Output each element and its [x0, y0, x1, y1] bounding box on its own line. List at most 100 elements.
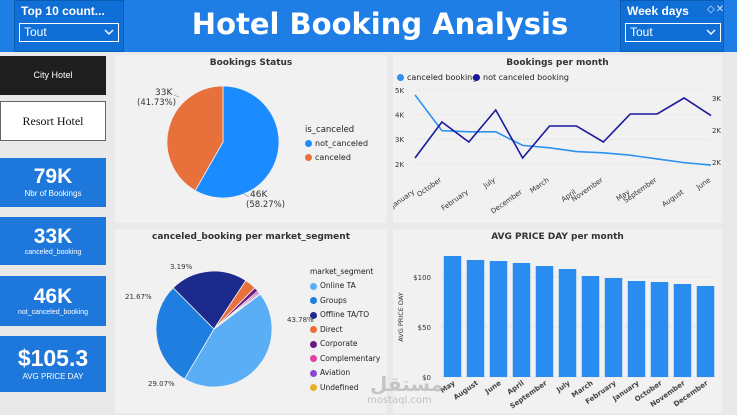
panel-title: Bookings per month: [506, 58, 609, 68]
x-tick-label: January: [393, 188, 416, 210]
y-axis-label: AVG PRICE DAY: [397, 292, 405, 341]
x-tick-label: August: [661, 188, 686, 209]
city-hotel-button[interactable]: City Hotel: [0, 56, 106, 95]
y2-tick-label: 2K: [712, 127, 721, 135]
leader-line: [243, 193, 250, 198]
bar: [673, 284, 692, 377]
pie-slice: [194, 85, 280, 199]
legend-item-canceled: canceled: [305, 153, 351, 162]
country-slicer-value: Tout: [24, 25, 47, 39]
pie-slice: [155, 287, 215, 380]
leader-line: [173, 94, 180, 98]
resort-hotel-button[interactable]: Resort Hotel: [0, 101, 106, 141]
x-tick-label: June: [483, 379, 503, 396]
legend-item-canceled-booking: canceled booking: [397, 73, 477, 82]
avg-price-panel: AVG PRICE DAY per month $100 $50 $0 AVG PRI…: [393, 229, 722, 413]
bar: [696, 286, 715, 377]
kpi-label: canceled_booking: [24, 249, 82, 256]
data-label: 43.78%: [287, 316, 314, 324]
data-label: (58.27%): [246, 200, 285, 210]
legend-swatch: [310, 369, 317, 377]
y-tick-label: $50: [418, 324, 431, 332]
legend-label: Aviation: [320, 368, 351, 377]
y2-tick-label: 3K: [712, 95, 721, 103]
data-label: 21.67%: [125, 293, 152, 301]
pie-slice: [183, 293, 273, 388]
watermark-text: mostaql.com: [367, 395, 432, 406]
x-tick-label: August: [452, 379, 480, 402]
legend-swatch: [310, 340, 317, 348]
legend-item: Corporate: [310, 339, 358, 348]
pie-slice: [213, 292, 261, 330]
legend-label: Complementary: [320, 353, 381, 363]
data-label: 46K: [250, 190, 268, 200]
legend-item: Offline TA/TO: [310, 310, 369, 319]
bar: [650, 282, 669, 377]
page-title: Hotel Booking Analysis: [191, 7, 569, 41]
legend-label: Direct: [320, 324, 343, 334]
x-tick-label: March: [529, 176, 551, 195]
kpi-value: 33K: [33, 225, 73, 248]
country-slicer-label: Top 10 count...: [21, 4, 105, 18]
legend-item: Online TA: [310, 281, 356, 290]
legend-item-not-canceled-booking: not canceled booking: [473, 73, 569, 82]
bar: [558, 269, 577, 377]
y-tick-label: 3K: [395, 136, 404, 144]
pie-slice: [172, 270, 247, 330]
bar: [443, 256, 462, 377]
legend-item: Direct: [310, 325, 342, 334]
legend-swatch: [473, 74, 480, 81]
legend-swatch: [305, 154, 312, 161]
legend-swatch: [310, 326, 317, 333]
market-segment-panel: canceled_booking per market_segment 43.7…: [115, 229, 387, 413]
bar: [627, 281, 646, 377]
y-tick-label: 5K: [395, 87, 404, 95]
bookings-status-panel: Bookings Status 46K (58.27%) 33K (41.73%) i…: [115, 55, 387, 223]
bar: [604, 278, 623, 377]
legend-label: Corporate: [320, 339, 358, 348]
legend-title: market_segment: [310, 267, 374, 276]
y-tick-label: $0: [422, 374, 431, 382]
bar: [489, 261, 508, 377]
kpi-label: Nbr of Bookings: [24, 189, 82, 198]
legend-swatch: [310, 297, 317, 304]
x-tick-label: November: [570, 176, 605, 204]
week-slicer-label: Week days: [627, 4, 689, 18]
week-slicer: Week days ◇✕ Tout: [620, 0, 724, 52]
x-tick-label: December: [489, 188, 523, 215]
legend-swatch: [310, 384, 317, 391]
pie-slice: [166, 85, 224, 192]
bookings-per-month-panel: Bookings per month canceled booking not …: [393, 55, 722, 223]
kpi-canceled: 33K canceled_booking: [0, 217, 106, 265]
bar: [466, 260, 485, 377]
country-slicer: Top 10 count... Tout: [14, 0, 124, 52]
week-slicer-dropdown[interactable]: Tout: [625, 23, 721, 42]
legend-swatch: [310, 355, 317, 362]
panel-title: Bookings Status: [209, 58, 293, 68]
clear-icon[interactable]: ◇✕: [707, 4, 726, 15]
legend-item: Undefined: [310, 383, 358, 392]
series-line-canceled: [414, 94, 712, 166]
watermark-logo: مستقل: [370, 372, 444, 396]
series-line-not-canceled: [414, 97, 712, 160]
y-tick-label: $100: [413, 274, 431, 282]
chevron-down-icon: [104, 29, 114, 35]
bookings-status-chart: 46K(58.27%) 33K(41.73%): [137, 85, 285, 210]
data-label: 3.19%: [170, 263, 193, 271]
kpi-value: 46K: [33, 285, 73, 308]
week-slicer-value: Tout: [630, 25, 653, 39]
data-label: 33K: [155, 88, 173, 98]
kpi-label: not_canceled_booking: [17, 309, 89, 316]
panel-title: canceled_booking per market_segment: [152, 232, 350, 242]
legend-swatch: [305, 140, 312, 147]
y2-tick-label: 2K: [712, 159, 721, 167]
country-slicer-dropdown[interactable]: Tout: [19, 23, 119, 42]
data-label: (41.73%): [137, 98, 176, 108]
legend-label: Undefined: [320, 382, 359, 392]
legend-swatch: [310, 311, 317, 319]
legend-item: Groups: [310, 296, 347, 305]
kpi-total-bookings: 79K Nbr of Bookings: [0, 158, 106, 207]
